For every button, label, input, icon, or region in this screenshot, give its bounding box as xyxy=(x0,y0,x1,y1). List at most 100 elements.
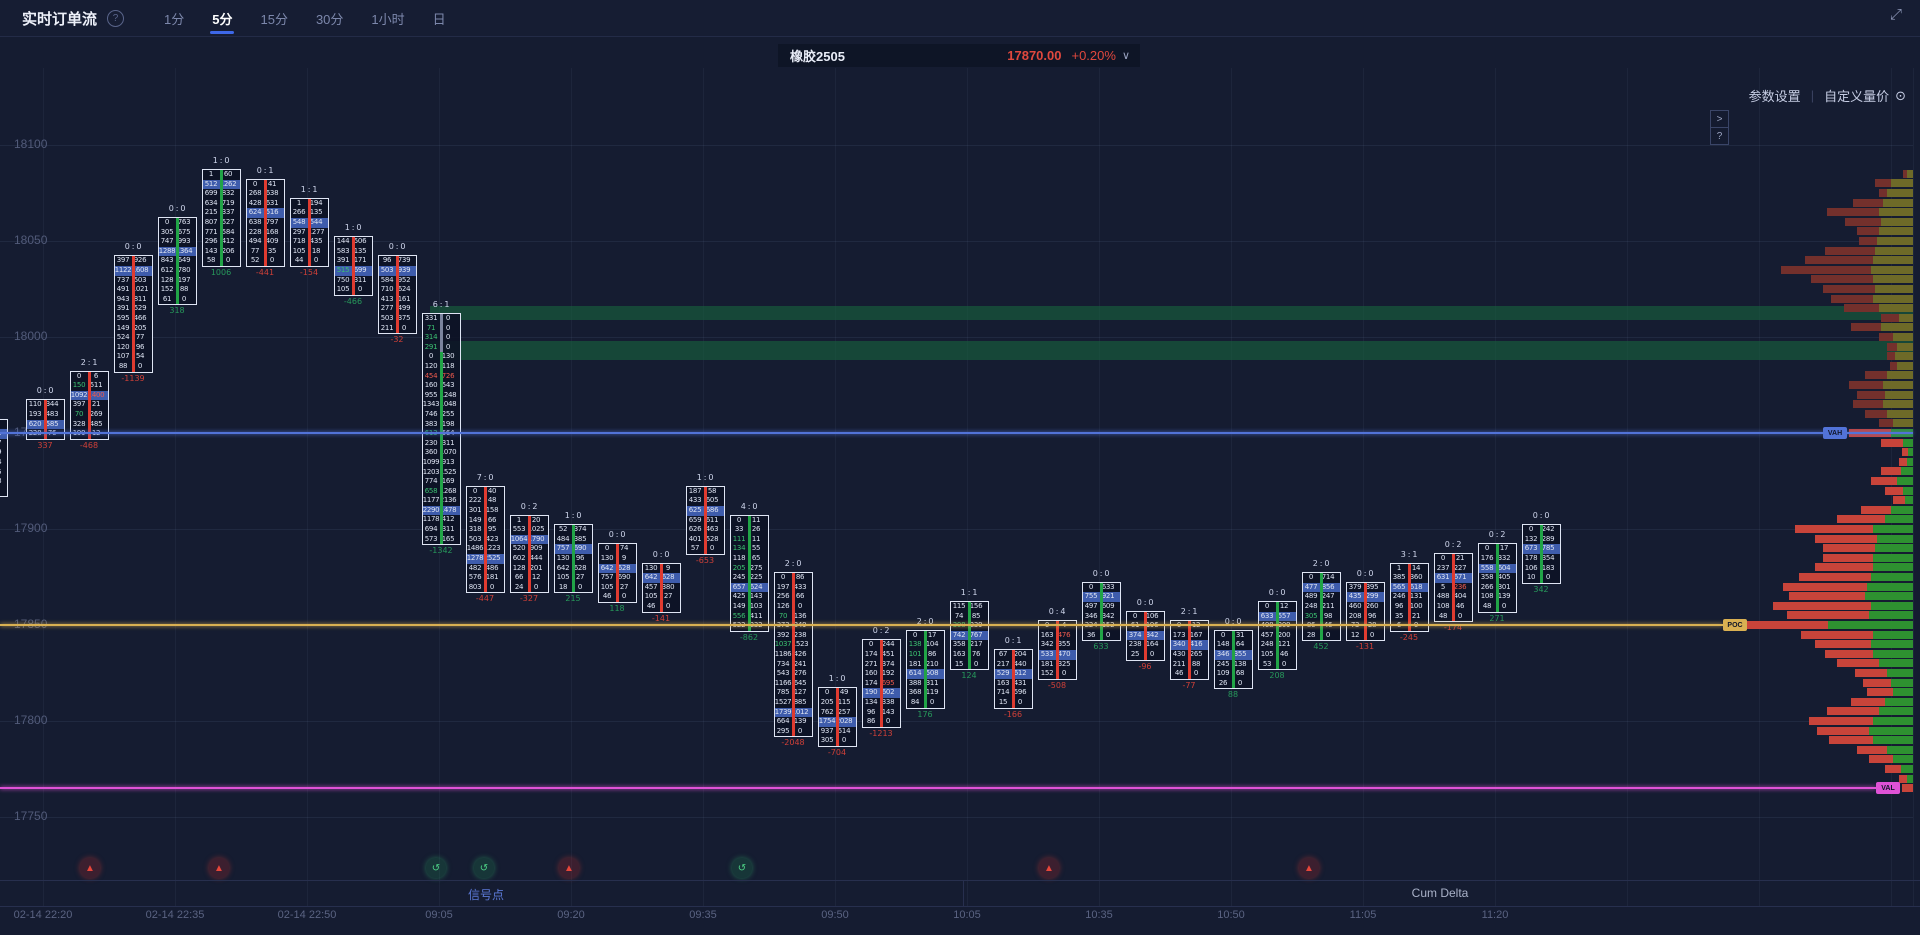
footprint-candle[interactable]: 010661196374342238164250 xyxy=(1125,610,1165,661)
footprint-candle[interactable]: 67 204 217 440 529 612 163 431 714 596 15 0 xyxy=(993,649,1033,709)
volume-profile-segment xyxy=(1873,649,1913,658)
ask-volume: 374 xyxy=(881,659,895,668)
bid-volume: 120 xyxy=(424,361,438,370)
footprint-row: 642 628 xyxy=(555,564,592,574)
ask-volume: 238 xyxy=(793,630,807,639)
signal-marker-green: ↺ xyxy=(426,858,446,878)
bid-volume: 211 xyxy=(1172,659,1186,668)
tab-1小时[interactable]: 1小时 xyxy=(371,11,405,27)
chevron-down-icon[interactable]: ∨ xyxy=(1121,50,1130,62)
footprint-row: 245 138 xyxy=(1215,660,1252,670)
footprint-candle[interactable]: 0633755921497609346342224152360 xyxy=(1081,581,1121,642)
bid-volume: 943 xyxy=(116,294,130,303)
footprint-candle[interactable]: 0 17 176 332 558 604 358 405 266 301 108 139 48 0 xyxy=(1477,543,1517,613)
footprint-row: 305 0 xyxy=(819,736,856,746)
footprint-candle[interactable]: 01263355740820945720024812110546530 xyxy=(1257,601,1297,671)
gear-icon[interactable]: ⊙ xyxy=(1895,87,1906,103)
tab-日[interactable]: 日 xyxy=(432,11,446,27)
footprint-candle[interactable]: 8804025412561371181297719416013595108330 xyxy=(0,418,8,498)
footprint-candle[interactable]: 0 31 148 64 346 355 245 138 109 68 26 0 xyxy=(1213,629,1253,690)
ask-volume: 780 xyxy=(177,265,191,274)
v-gridline xyxy=(1099,68,1100,906)
bid-volume: 673 xyxy=(1524,544,1538,553)
candle-body xyxy=(615,544,619,602)
volume-profile-segment xyxy=(1873,256,1913,265)
footprint-row: 53 0 xyxy=(1259,660,1296,670)
ask-volume: 1048 xyxy=(439,400,457,409)
symbol-bar[interactable]: 橡胶2505 17870.00 +0.20% ∨ xyxy=(778,44,1140,67)
bid-volume: 163 xyxy=(1040,630,1054,639)
ask-volume: 514 xyxy=(837,726,851,735)
footprint-candle[interactable]: 0615051110921400397217026932848519912 xyxy=(69,370,109,440)
ask-volume: 1400 xyxy=(87,390,105,399)
ask-volume: 200 xyxy=(1277,630,1291,639)
bid-volume: 25 xyxy=(1130,649,1140,658)
collapse-icon[interactable]: ⤢ xyxy=(1889,6,1902,23)
cum-delta-pane-label[interactable]: Cum Delta xyxy=(1411,886,1469,900)
footprint-candle[interactable]: 0 244 174 451 271 374 160 192 174 695 190 602 134 338… xyxy=(861,639,901,728)
ask-volume: 164 xyxy=(1145,640,1159,649)
footprint-candle[interactable]: 11438536056561824613196100352160 xyxy=(1389,562,1429,632)
footprint-row: 0 31 xyxy=(1215,631,1252,641)
ask-volume: 649 xyxy=(177,256,191,265)
bid-volume: 477 xyxy=(1304,582,1318,591)
tab-15分[interactable]: 15分 xyxy=(260,11,288,27)
footprint-row: 105 0 xyxy=(335,285,372,295)
divider: | xyxy=(1810,88,1815,103)
footprint-candle[interactable]: 52 374 484 385 757 690 130 96 642 628 105 27 18 0 xyxy=(553,524,593,594)
settings-link[interactable]: 参数设置 xyxy=(1748,89,1801,104)
footprint-candle[interactable]: 1 194 266 135 548 544 297 1277 718 435 105 18 44 0 xyxy=(289,197,329,267)
footprint-row: 160 543 xyxy=(423,381,460,391)
candle-delta: -32 xyxy=(390,335,404,345)
signal-marker-red: ▲ xyxy=(209,858,229,878)
footprint-candle[interactable]: 1 60 512 1262 699 832 634 719 215 337 807 527 771 584… xyxy=(201,169,241,267)
footprint-row: 46 0 xyxy=(643,602,680,612)
ask-volume: 130 xyxy=(441,352,455,361)
tab-30分[interactable]: 30分 xyxy=(315,11,344,27)
panel-help-button[interactable]: ? xyxy=(1710,127,1729,145)
footprint-candle[interactable]: 397 926 1122 1608 737 503 491 1021 943 811 391 529 5… xyxy=(113,255,153,373)
tab-1分[interactable]: 1分 xyxy=(164,11,185,27)
bid-volume: 46 xyxy=(1174,669,1184,678)
footprint-row: 0 17 xyxy=(907,631,944,641)
footprint-candle[interactable]: 0 74 130 9 642 628 757 690 105 27 46 0 xyxy=(597,543,637,603)
footprint-row: 0 763 xyxy=(159,218,196,228)
footprint-row: 305 675 xyxy=(159,228,196,238)
orderflow-chart[interactable]: 1810018050180001795017900178501780017750… xyxy=(0,36,1920,935)
footprint-candle[interactable]: 0 242 132 289 673 785 178 354 106 183 10 0 xyxy=(1521,524,1561,584)
price-label: 17750 xyxy=(14,809,48,823)
footprint-candle[interactable]: 96 739 503 939 584 952 710 624 413 161 277 499 503 37… xyxy=(377,255,417,335)
footprint-candle[interactable]: 0 17 138 104 101 86 181 210 614 508 388 311 368 119 84… xyxy=(905,629,945,709)
signal-pane-label[interactable]: 信号点 xyxy=(467,888,505,902)
footprint-candle[interactable]: 0 40 222 48 301 158 149 66 318 95 503 423 1486 1223 12… xyxy=(465,485,505,594)
tab-5分[interactable]: 5分 xyxy=(198,0,246,36)
ask-volume: 167 xyxy=(1189,630,1203,639)
footprint-candle[interactable]: 0 49 205 115 762 257 1754 2028 937 514 305 0 xyxy=(817,687,857,747)
footprint-candle[interactable]: 0714477856489247248211305988646280 xyxy=(1301,572,1341,642)
footprint-candle[interactable]: 0 11 33 26 111 11 134 55 118 65 205 275 245 225 657 624… xyxy=(729,514,769,632)
volume-profile-segment xyxy=(1781,265,1871,274)
h-gridline xyxy=(0,721,1913,722)
footprint-candle[interactable]: 01217316734041643026521188460 xyxy=(1169,620,1209,680)
footprint-candle[interactable]: 115156748530823974276735821716376150 xyxy=(949,601,989,671)
footprint-candle[interactable]: 187 58 433 605 625 686 659 611 626 463 401 528 57 0 xyxy=(685,485,725,555)
footprint-candle[interactable]: 0861974332566612607013637334939223810371… xyxy=(773,572,813,738)
footprint-row: 143 206 xyxy=(203,247,240,257)
footprint-candle[interactable]: 130 9 642 628 457 380 105 27 46 0 xyxy=(641,562,681,613)
footprint-candle[interactable]: 379395435299460260208967328120 xyxy=(1345,581,1385,642)
footprint-candle[interactable]: 0 21 237 227 631 671 5 236 488 404 108 46 48 0 xyxy=(1433,553,1473,623)
footprint-candle[interactable]: 0 41 268 638 428 631 624 516 638 797 228 168 494 409 7… xyxy=(245,178,285,267)
footprint-row: 659 611 xyxy=(687,516,724,526)
custom-volume-price-link[interactable]: 自定义量价 xyxy=(1824,89,1890,104)
footprint-row: 28 0 xyxy=(1303,631,1340,641)
footprint-candle[interactable]: 0 763 305 675 747 993 1288 1364 843 649 612 780 128 1… xyxy=(157,217,197,306)
footprint-candle[interactable]: 041634763423555334701813251520 xyxy=(1037,620,1077,680)
ask-volume: 118 xyxy=(441,361,455,370)
footprint-candle[interactable]: 1 20 553 1025 1064 1790 520 909 602 444 128 201 66 12… xyxy=(509,514,549,594)
ask-volume: 64 xyxy=(1235,640,1245,649)
footprint-candle[interactable]: 144 506 583 135 391 171 515 699 750 311 105 0 xyxy=(333,236,373,296)
footprint-candle[interactable]: 331 0 71 0 314 0 291 0 0 130 120 118 454 726 160 543 955… xyxy=(421,313,461,546)
help-icon[interactable]: ? xyxy=(107,9,125,27)
volume-profile-segment xyxy=(1907,457,1913,466)
time-label: 09:05 xyxy=(425,909,453,921)
